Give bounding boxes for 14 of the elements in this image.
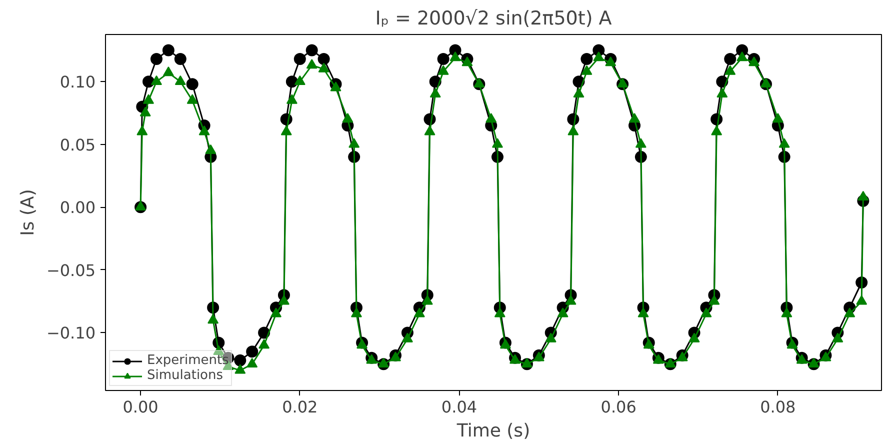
y-tick-label: 0.05 (60, 135, 96, 154)
legend-label: Simulations (147, 368, 224, 383)
x-tick-label: 0.00 (122, 398, 158, 416)
x-tick-label: 0.02 (282, 398, 318, 416)
y-tick-label: −0.05 (46, 260, 96, 280)
x-tick-label: 0.08 (760, 398, 796, 416)
y-axis-title: Is (A) (17, 189, 38, 236)
y-tick-label: 0.10 (60, 72, 96, 92)
y-tick-label: −0.10 (46, 324, 96, 343)
y-tick-label: 0.00 (60, 198, 96, 218)
x-tick-label: 0.06 (600, 398, 636, 416)
chart-title: Iₚ = 2000√2 sin(2π50t) A (375, 8, 612, 30)
x-tick-label: 0.04 (441, 398, 478, 416)
x-axis-title: Time (s) (456, 420, 530, 442)
